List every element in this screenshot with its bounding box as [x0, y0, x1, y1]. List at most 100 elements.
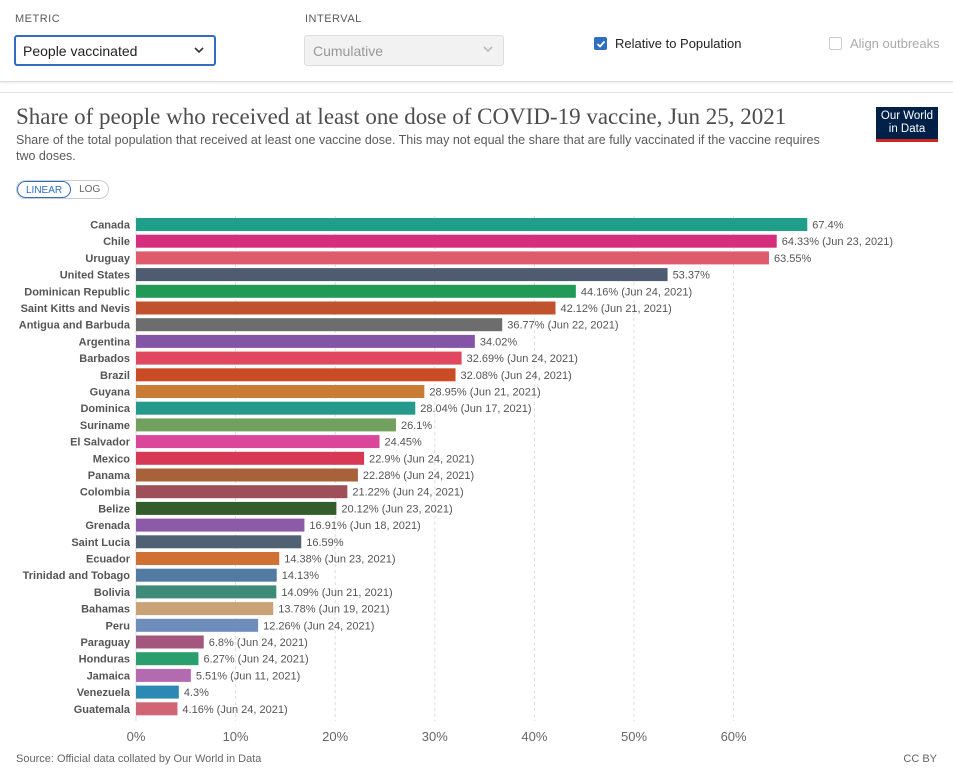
bar: [136, 234, 777, 248]
data-label: 22.28% (Jun 24, 2021): [363, 470, 474, 482]
bar: [136, 702, 178, 716]
category-label: Bolivia: [94, 587, 131, 599]
data-label: 32.08% (Jun 24, 2021): [461, 370, 572, 382]
checkbox-icon: [829, 37, 842, 50]
x-tick-label: 60%: [721, 729, 747, 744]
chart-title: Share of people who received at least on…: [16, 104, 787, 129]
bar: [136, 652, 199, 666]
category-label: Bahamas: [81, 604, 130, 616]
bar: [136, 351, 462, 365]
data-label: 16.91% (Jun 18, 2021): [309, 520, 420, 532]
metric-value: People vaccinated: [23, 43, 138, 59]
x-tick-label: 40%: [521, 729, 547, 744]
data-label: 42.12% (Jun 21, 2021): [561, 303, 672, 315]
category-label: Argentina: [79, 336, 131, 348]
scale-toggle: LINEAR LOG: [16, 180, 110, 199]
align-outbreaks-checkbox[interactable]: Align outbreaks: [829, 36, 940, 51]
data-label: 16.59%: [306, 537, 344, 549]
data-label: 44.16% (Jun 24, 2021): [581, 286, 692, 298]
category-label: Saint Lucia: [71, 537, 131, 549]
linear-scale-button[interactable]: LINEAR: [17, 181, 72, 198]
bar: [136, 635, 204, 649]
category-label: Guatemala: [74, 704, 131, 716]
bar: [136, 218, 808, 231]
category-label: Dominica: [80, 403, 130, 415]
owid-logo[interactable]: Our World in Data: [876, 107, 938, 142]
bar: [136, 301, 556, 315]
bar: [136, 501, 337, 515]
data-label: 22.9% (Jun 24, 2021): [369, 453, 474, 465]
category-label: Suriname: [80, 420, 130, 432]
metric-select[interactable]: People vaccinated: [14, 35, 216, 66]
data-label: 14.09% (Jun 21, 2021): [281, 587, 392, 599]
data-label: 14.38% (Jun 23, 2021): [284, 554, 395, 566]
data-label: 20.12% (Jun 23, 2021): [341, 503, 452, 515]
data-label: 13.78% (Jun 19, 2021): [278, 604, 389, 616]
bar: [136, 368, 456, 382]
data-label: 36.77% (Jun 22, 2021): [507, 320, 618, 332]
metric-label: METRIC: [15, 13, 61, 25]
bar: [136, 568, 277, 582]
log-scale-button[interactable]: LOG: [79, 184, 101, 195]
x-tick-label: 10%: [223, 729, 249, 744]
relative-to-population-checkbox[interactable]: Relative to Population: [594, 36, 741, 51]
bar: [136, 668, 191, 682]
bar: [136, 284, 576, 298]
category-label: Mexico: [93, 453, 131, 465]
bar: [136, 518, 305, 532]
category-label: Barbados: [79, 353, 130, 365]
bar: [136, 251, 769, 265]
bar: [136, 334, 475, 348]
interval-label: INTERVAL: [305, 13, 362, 25]
data-label: 34.02%: [480, 336, 518, 348]
bar: [136, 451, 365, 465]
category-label: Panama: [88, 470, 131, 482]
align-label: Align outbreaks: [850, 36, 940, 51]
category-label: El Salvador: [70, 437, 131, 449]
bar: [136, 485, 348, 499]
data-label: 12.26% (Jun 24, 2021): [263, 620, 374, 632]
bar: [136, 418, 396, 432]
category-label: Grenada: [85, 520, 131, 532]
bar: [136, 535, 302, 549]
data-label: 14.13%: [282, 570, 320, 582]
bar: [136, 552, 280, 565]
category-label: Canada: [90, 220, 131, 232]
chart-subtitle: Share of the total population that recei…: [16, 133, 820, 163]
license[interactable]: CC BY: [903, 753, 937, 765]
chevron-down-icon: [194, 47, 204, 54]
x-tick-label: 20%: [322, 729, 348, 744]
data-label: 24.45%: [385, 437, 423, 449]
category-label: Saint Kitts and Nevis: [21, 303, 130, 315]
category-label: United States: [60, 270, 130, 282]
data-label: 6.8% (Jun 24, 2021): [209, 637, 308, 649]
category-label: Guyana: [90, 387, 131, 399]
bar: [136, 685, 179, 699]
data-label: 64.33% (Jun 23, 2021): [782, 236, 893, 248]
category-label: Colombia: [80, 487, 131, 499]
category-label: Belize: [98, 503, 130, 515]
bar: [136, 602, 274, 616]
data-label: 5.51% (Jun 11, 2021): [196, 670, 300, 682]
source-note[interactable]: Source: Official data collated by Our Wo…: [16, 753, 262, 765]
data-label: 63.55%: [774, 253, 812, 265]
x-tick-label: 0%: [127, 729, 146, 744]
bar: [136, 318, 503, 332]
data-label: 4.16% (Jun 24, 2021): [182, 704, 287, 716]
category-label: Antigua and Barbuda: [19, 320, 131, 332]
data-label: 4.3%: [184, 687, 209, 699]
data-label: 26.1%: [401, 420, 432, 432]
category-label: Dominican Republic: [24, 286, 130, 298]
data-label: 32.69% (Jun 24, 2021): [467, 353, 578, 365]
category-label: Peru: [106, 620, 130, 632]
x-tick-label: 30%: [422, 729, 448, 744]
category-label: Honduras: [79, 654, 130, 666]
bar: [136, 618, 259, 632]
category-label: Jamaica: [87, 670, 131, 682]
data-label: 53.37%: [673, 270, 711, 282]
category-label: Trinidad and Tobago: [23, 570, 131, 582]
data-label: 28.95% (Jun 21, 2021): [429, 387, 540, 399]
interval-select[interactable]: Cumulative: [304, 35, 504, 66]
category-label: Ecuador: [86, 554, 131, 566]
bar: [136, 268, 668, 282]
